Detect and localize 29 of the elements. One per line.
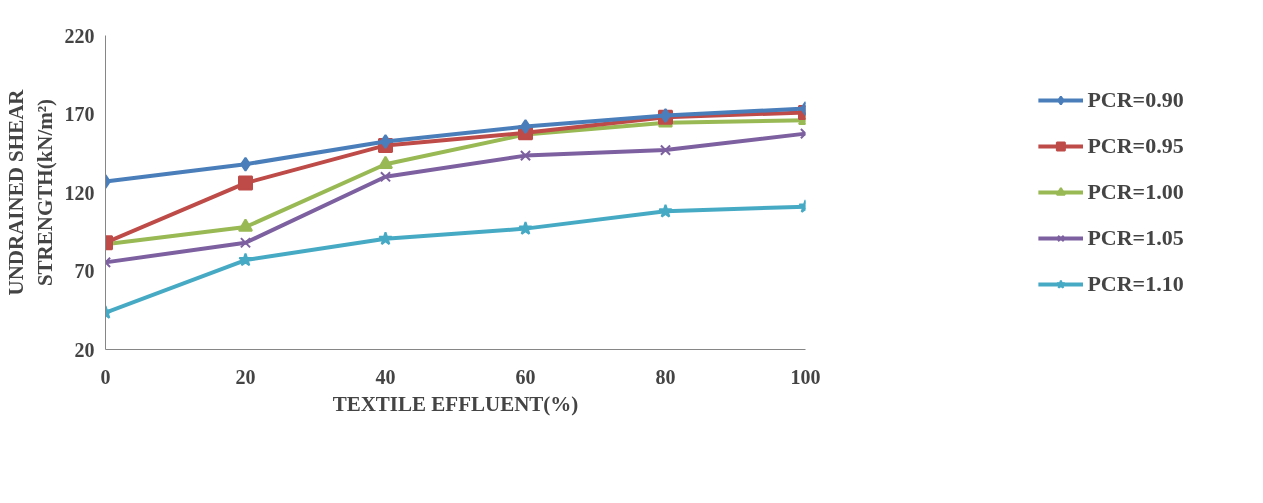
y-tick-label: 20 [74, 338, 95, 361]
y-axis-title: UNDRAINED SHEAR STRENGTH(kN/m²) [3, 88, 57, 296]
point [378, 155, 393, 169]
point [519, 150, 532, 162]
x-tick-label: 0 [100, 365, 111, 388]
point [518, 221, 533, 235]
x-tick-label: 20 [235, 365, 256, 388]
x-tick-label: 100 [790, 365, 821, 388]
point [658, 203, 673, 218]
legend-label: PCR=0.90 [1087, 87, 1184, 113]
legend-label: PCR=0.95 [1087, 133, 1184, 159]
legend-label: PCR=1.00 [1087, 179, 1184, 205]
x-tick-label: 60 [515, 365, 536, 388]
y-tick-label: 70 [74, 260, 95, 282]
point [379, 171, 392, 183]
legend-label: PCR=1.10 [1087, 271, 1184, 297]
point [659, 144, 672, 156]
y-tick-label: 120 [64, 181, 95, 204]
point [238, 218, 253, 232]
point [378, 231, 393, 246]
x-tick-label: 80 [655, 365, 676, 388]
y-tick-label: 170 [64, 103, 95, 125]
point [238, 252, 253, 267]
x-axis-title: TEXTILE EFFLUENT(%) [332, 391, 579, 416]
x-tick-label: 40 [375, 365, 396, 388]
y-tick-label: 220 [64, 24, 95, 47]
point [239, 237, 252, 249]
point [238, 175, 253, 191]
legend-label: PCR=1.05 [1087, 225, 1184, 251]
